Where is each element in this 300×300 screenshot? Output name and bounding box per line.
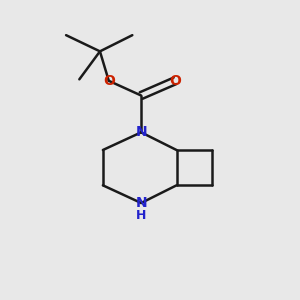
Text: N: N — [135, 196, 147, 210]
Text: H: H — [136, 209, 146, 222]
Text: O: O — [103, 74, 115, 88]
Text: O: O — [169, 74, 181, 88]
Text: N: N — [135, 125, 147, 139]
